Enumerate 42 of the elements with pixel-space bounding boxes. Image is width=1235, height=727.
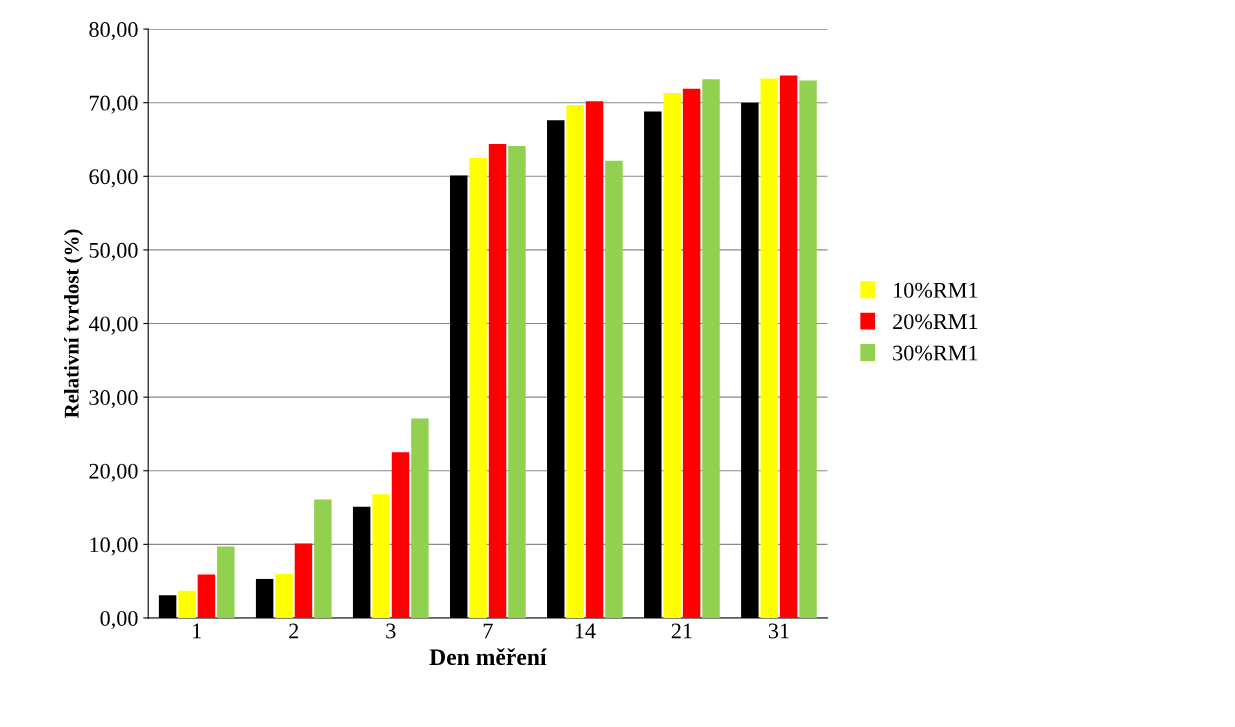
y-tick-label: 40,00 [88, 316, 138, 335]
y-tick-label: 10,00 [90, 537, 138, 556]
bar [682, 88, 701, 618]
bar [702, 79, 720, 618]
bar [411, 418, 429, 618]
y-tick-label: 50,00 [89, 242, 138, 262]
bar [799, 80, 817, 618]
x-axis-title: Den měření [429, 648, 547, 666]
x-tick-label: 31 [768, 623, 789, 639]
y-tick-label: 80,00 [89, 22, 138, 41]
bar [760, 78, 778, 618]
bar [585, 101, 604, 618]
y-axis-title: Relativní tvrdost (%) [64, 229, 83, 419]
bar [508, 146, 526, 618]
x-tick-label: 7 [483, 623, 493, 639]
x-tick-label: 14 [575, 623, 596, 639]
y-tick-label: 0,00 [100, 610, 138, 630]
x-tick-label: 1 [193, 623, 201, 639]
bar [178, 590, 196, 618]
bar [605, 160, 623, 618]
x-tick-label: 21 [671, 623, 692, 639]
bar [779, 75, 798, 618]
bar [275, 573, 293, 618]
bar [294, 543, 313, 618]
legend-label: 30%RM1 [893, 345, 978, 361]
bar [663, 93, 681, 618]
legend-label: 20%RM1 [893, 314, 978, 330]
bar [469, 157, 487, 618]
y-tick-label: 60,00 [89, 169, 138, 188]
y-tick-label: 20,00 [89, 463, 138, 482]
x-tick-label: 2 [289, 623, 299, 639]
bar [391, 452, 410, 618]
bar [566, 104, 584, 618]
bar [488, 143, 507, 618]
y-tick-label: 70,00 [89, 95, 138, 114]
bar [197, 574, 216, 618]
y-tick-label: 30,00 [89, 390, 138, 409]
bar [372, 494, 390, 618]
bar [217, 546, 235, 618]
legend-label: 10%RM1 [894, 282, 978, 298]
x-tick-label: 3 [386, 623, 396, 639]
bar [314, 499, 332, 618]
